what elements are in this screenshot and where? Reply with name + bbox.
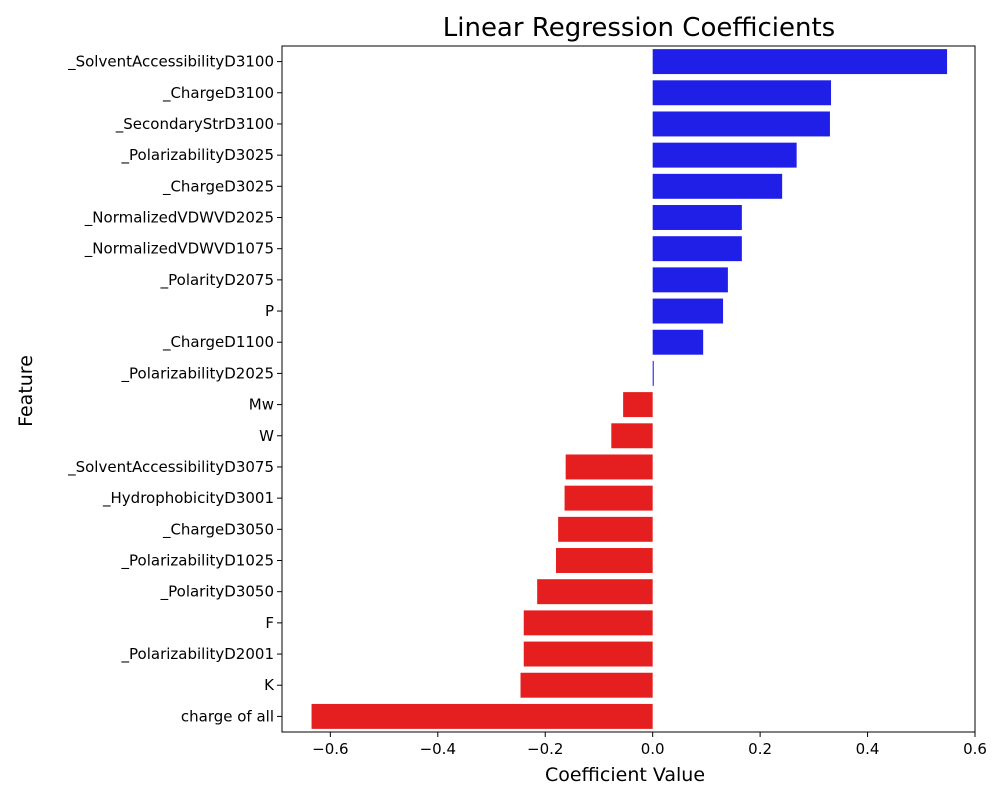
y-tick-label: _ChargeD1100 xyxy=(162,333,274,352)
y-tick-label: _SecondaryStrD3100 xyxy=(115,115,274,134)
y-tick-label: _NormalizedVDWVD2025 xyxy=(84,209,274,228)
bar xyxy=(652,49,948,75)
bar xyxy=(311,703,653,729)
plot-frame xyxy=(281,45,976,733)
bar xyxy=(652,360,654,386)
y-tick-label: charge of all xyxy=(181,707,274,725)
y-tick-label: _SolventAccessibilityD3075 xyxy=(67,458,274,477)
y-tick-label: _PolarizabilityD1025 xyxy=(121,552,274,571)
bar xyxy=(652,142,797,168)
bar xyxy=(558,516,653,542)
y-tick-label: _ChargeD3100 xyxy=(162,84,274,103)
bar xyxy=(652,111,830,137)
x-tick-label: −0.4 xyxy=(420,740,456,758)
bar xyxy=(564,485,653,511)
y-tick-label: _ChargeD3025 xyxy=(162,177,274,196)
y-tick-label: K xyxy=(264,676,275,694)
y-tick-label: P xyxy=(265,302,274,320)
x-tick-label: 0.0 xyxy=(641,740,665,758)
bar xyxy=(523,641,653,667)
bar xyxy=(565,454,653,480)
bar xyxy=(555,548,653,573)
y-tick-label: _ChargeD3050 xyxy=(162,520,274,539)
bar xyxy=(523,610,653,636)
bar xyxy=(537,579,653,605)
bars-group xyxy=(311,49,948,729)
bar xyxy=(652,173,783,199)
y-tick-label: _PolarizabilityD2025 xyxy=(121,364,274,383)
x-tick-label: −0.2 xyxy=(527,740,563,758)
bar xyxy=(652,80,832,106)
bar xyxy=(623,392,653,418)
x-tick-label: 0.6 xyxy=(963,740,987,758)
bar xyxy=(652,329,704,355)
x-tick-label: 0.2 xyxy=(748,740,772,758)
bar xyxy=(652,267,728,293)
x-tick-label: −0.6 xyxy=(312,740,348,758)
y-tick-label: _HydrophobicityD3001 xyxy=(102,489,274,508)
y-tick-label: _PolarityD3050 xyxy=(160,583,274,602)
x-axis-label: Coefficient Value xyxy=(545,764,705,786)
bar xyxy=(652,236,742,262)
y-axis-ticks: _SolventAccessibilityD3100 _ChargeD3100 _S… xyxy=(67,53,282,725)
y-tick-label: _PolarizabilityD2001 xyxy=(121,645,274,664)
x-tick-label: 0.4 xyxy=(856,740,880,758)
bar xyxy=(652,205,742,230)
x-axis-ticks: −0.6 −0.4 −0.2 0.0 0.2 0.4 0.6 xyxy=(312,732,987,758)
y-tick-label: _PolarityD2075 xyxy=(160,271,274,290)
y-tick-label: F xyxy=(265,614,274,632)
bar xyxy=(611,423,653,449)
y-tick-label: _NormalizedVDWVD1075 xyxy=(84,240,274,259)
chart-title: Linear Regression Coefficients xyxy=(443,13,835,43)
y-tick-label: Mw xyxy=(249,396,274,414)
y-tick-label: _SolventAccessibilityD3100 xyxy=(67,53,274,72)
bar xyxy=(652,298,724,324)
y-axis-label: Feature xyxy=(15,355,37,427)
y-tick-label: W xyxy=(259,427,274,445)
bar xyxy=(520,672,653,698)
y-tick-label: _PolarizabilityD3025 xyxy=(121,146,274,165)
